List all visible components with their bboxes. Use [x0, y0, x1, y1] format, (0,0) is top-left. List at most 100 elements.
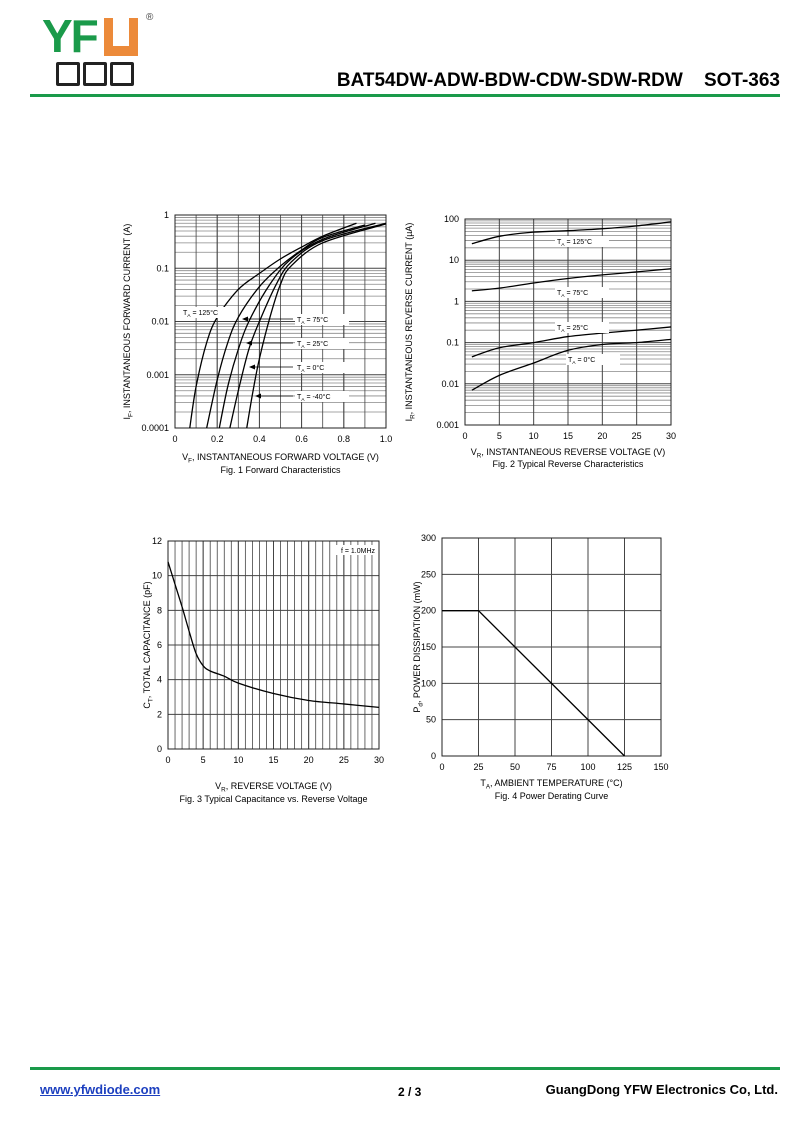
x-tick-label: 150: [653, 762, 668, 772]
series-line: [167, 561, 380, 709]
x-axis-label: VR, INSTANTANEOUS REVERSE VOLTAGE (V): [471, 447, 665, 460]
y-axis-label: IF, INSTANTANEOUS FORWARD CURRENT (A): [122, 224, 135, 420]
x-tick-label: 15: [563, 431, 573, 441]
arrow-head-icon: [242, 316, 248, 322]
fig2-chart: 0.001 0.01 0.1 1 10 100 0 5 10 15 20 25 30 TA = 125°C…: [404, 214, 676, 469]
x-tick-label: 50: [510, 762, 520, 772]
y-tick-label: 2: [157, 709, 162, 719]
x-tick-label: 25: [339, 755, 349, 765]
x-tick-label: 10: [233, 755, 243, 765]
x-tick-label: 15: [268, 755, 278, 765]
y-axis-label: IR, INSTANTANEOUS REVERSE CURRENT (µA): [404, 223, 417, 422]
series-label: TA = 0°C: [568, 356, 595, 366]
series-line: [471, 268, 672, 292]
company-name: GuangDong YFW Electronics Co, Ltd.: [545, 1082, 778, 1097]
x-tick-label: 30: [374, 755, 384, 765]
x-tick-label: 25: [473, 762, 483, 772]
logo-u-mark: [104, 18, 138, 56]
x-tick-label: 5: [201, 755, 206, 765]
arrow-head-icon: [249, 364, 255, 370]
x-tick-label: 0.6: [295, 434, 308, 444]
y-tick-label: 8: [157, 605, 162, 615]
x-tick-label: 25: [632, 431, 642, 441]
y-tick-label: 0.1: [446, 338, 459, 348]
x-tick-label: 20: [597, 431, 607, 441]
header-divider: [30, 94, 780, 97]
y-tick-label: 0.001: [436, 420, 459, 430]
label-background: [295, 338, 349, 349]
series-line: [189, 222, 357, 429]
x-tick-label: 30: [666, 431, 676, 441]
y-tick-label: 200: [421, 606, 436, 616]
x-tick-label: 100: [580, 762, 595, 772]
label-background: [566, 354, 620, 365]
fig3-chart: 0 2 4 6 8 10 12 0 5 10 15 20 25 30 f = 1.0MHz VR, REVER…: [142, 536, 384, 804]
series-line: [471, 338, 672, 391]
y-tick-label: 12: [152, 536, 162, 546]
label-background: [333, 545, 377, 555]
fig1-chart: 0.0001 0.001 0.01 0.1 1 0 0.2 0.4 0.6 0.8 1.0 TA = …: [122, 210, 392, 475]
y-tick-label: 0.001: [146, 370, 169, 380]
y-axis-label: Pd, POWER DISSIPATION (mW): [412, 581, 425, 712]
x-tick-label: 0.8: [338, 434, 351, 444]
figure-caption: Fig. 1 Forward Characteristics: [220, 465, 341, 475]
x-tick-label: 125: [617, 762, 632, 772]
series-label: TA = 125°C: [557, 238, 592, 248]
y-tick-label: 10: [449, 255, 459, 265]
y-tick-label: 300: [421, 533, 436, 543]
label-background: [295, 362, 349, 373]
label-background: [181, 307, 235, 318]
label-background: [295, 314, 349, 325]
series-line: [471, 326, 672, 358]
plot-frame: [441, 537, 662, 757]
logo-chinese-mark: [56, 62, 140, 88]
series-label: TA = 75°C: [297, 316, 328, 326]
figure-caption: Fig. 2 Typical Reverse Characteristics: [493, 459, 644, 469]
y-tick-label: 1: [164, 210, 169, 220]
chart-annotation: f = 1.0MHz: [341, 548, 376, 555]
x-axis-label: VF, INSTANTANEOUS FORWARD VOLTAGE (V): [182, 452, 379, 465]
x-tick-label: 0: [165, 755, 170, 765]
x-tick-label: 20: [304, 755, 314, 765]
x-axis-label: TA, AMBIENT TEMPERATURE (°C): [480, 778, 622, 791]
x-tick-label: 0: [439, 762, 444, 772]
company-logo: YF ®: [42, 10, 154, 92]
series-label: TA = 25°C: [557, 324, 588, 334]
x-tick-label: 0.2: [211, 434, 224, 444]
y-tick-label: 0.01: [441, 379, 459, 389]
y-tick-label: 0.1: [156, 263, 169, 273]
y-tick-label: 100: [444, 214, 459, 224]
x-tick-label: 5: [497, 431, 502, 441]
series-line: [471, 221, 672, 245]
y-axis-label: CT, TOTAL CAPACITANCE (pF): [142, 581, 155, 708]
logo-letters: YF: [42, 10, 99, 62]
y-tick-label: 0.0001: [141, 423, 169, 433]
x-tick-label: 10: [529, 431, 539, 441]
x-tick-label: 1.0: [380, 434, 393, 444]
figure-caption: Fig. 4 Power Derating Curve: [495, 791, 609, 801]
y-tick-label: 0: [431, 751, 436, 761]
arrow-head-icon: [255, 393, 261, 399]
series-label: TA = 25°C: [297, 340, 328, 350]
series-label: TA = 0°C: [297, 364, 324, 374]
label-background: [555, 322, 609, 333]
document-title: BAT54DW-ADW-BDW-CDW-SDW-RDW SOT-363: [336, 70, 780, 91]
series-label: TA = -40°C: [297, 393, 331, 403]
registered-mark: ®: [146, 12, 154, 23]
label-background: [555, 287, 609, 298]
y-tick-label: 6: [157, 640, 162, 650]
series-label: TA = 125°C: [183, 309, 218, 319]
series-line: [229, 222, 387, 429]
y-tick-label: 100: [421, 678, 436, 688]
series-line: [206, 224, 366, 429]
plot-frame: [167, 540, 380, 750]
x-tick-label: 0.4: [253, 434, 266, 444]
x-tick-label: 75: [546, 762, 556, 772]
series-line: [218, 222, 376, 429]
y-tick-label: 0: [157, 744, 162, 754]
y-tick-label: 1: [454, 296, 459, 306]
footer-divider: [30, 1067, 780, 1070]
website-link[interactable]: www.yfwdiode.com: [40, 1082, 161, 1097]
y-tick-label: 50: [426, 715, 436, 725]
